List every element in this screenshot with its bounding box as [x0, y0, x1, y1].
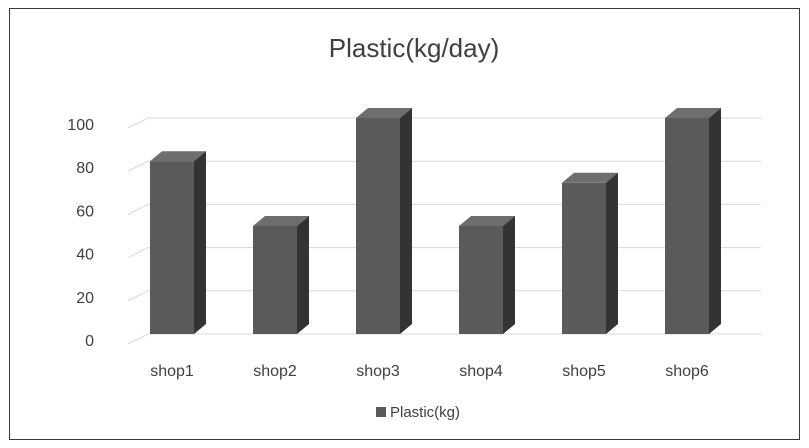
legend: Plastic(kg) — [376, 404, 460, 421]
gridline-diagonal — [127, 203, 149, 215]
bar-side — [606, 172, 618, 334]
bar-top — [253, 216, 309, 226]
bar-top — [665, 108, 721, 118]
y-tick-label: 20 — [76, 290, 94, 307]
bar-shop2 — [253, 216, 309, 334]
bar-side — [709, 108, 721, 334]
bar-shop4 — [459, 216, 515, 334]
gridline-diagonal — [127, 290, 149, 302]
bars — [150, 108, 721, 334]
bar-front — [665, 118, 709, 334]
y-tick-label: 60 — [76, 203, 94, 220]
bar-shop3 — [356, 108, 412, 334]
gridline-diagonal — [127, 247, 149, 259]
bar-top — [562, 172, 618, 183]
bar-side — [503, 216, 515, 334]
x-category-label: shop5 — [562, 363, 606, 380]
gridline-diagonal — [127, 160, 149, 172]
bar-front — [253, 226, 297, 334]
gridlines — [127, 117, 761, 345]
legend-swatch — [376, 407, 386, 417]
bar-front — [356, 118, 400, 334]
bar-front — [562, 182, 606, 334]
bar-side — [194, 151, 206, 334]
bar-side — [400, 108, 412, 334]
y-tick-label: 100 — [67, 117, 94, 134]
gridline-diagonal — [127, 333, 149, 345]
bar-side — [297, 216, 309, 334]
legend-label: Plastic(kg) — [390, 404, 460, 421]
bar-front — [150, 161, 194, 334]
gridline-diagonal — [127, 117, 149, 129]
bar-shop5 — [562, 172, 618, 334]
bar-shop1 — [150, 151, 206, 334]
x-category-label: shop3 — [356, 363, 400, 380]
bar-front — [459, 226, 503, 334]
bar-top — [150, 151, 206, 162]
chart-title: Plastic(kg/day) — [329, 33, 500, 63]
x-category-label: shop4 — [459, 363, 503, 380]
x-axis-categories: shop1 shop2 shop3 shop4 shop5 shop6 — [150, 363, 709, 380]
chart-frame: Plastic(kg/day) 0 20 40 60 80 100 shop1 shop2 s… — [9, 8, 800, 440]
x-category-label: shop6 — [665, 363, 709, 380]
bar-top — [459, 216, 515, 226]
y-tick-label: 80 — [76, 160, 94, 177]
bar-shop6 — [665, 108, 721, 334]
x-category-label: shop1 — [150, 363, 194, 380]
y-tick-label: 40 — [76, 247, 94, 264]
y-tick-label: 0 — [85, 333, 94, 350]
y-axis-ticks: 0 20 40 60 80 100 — [67, 117, 94, 350]
bar-top — [356, 108, 412, 118]
x-category-label: shop2 — [253, 363, 297, 380]
